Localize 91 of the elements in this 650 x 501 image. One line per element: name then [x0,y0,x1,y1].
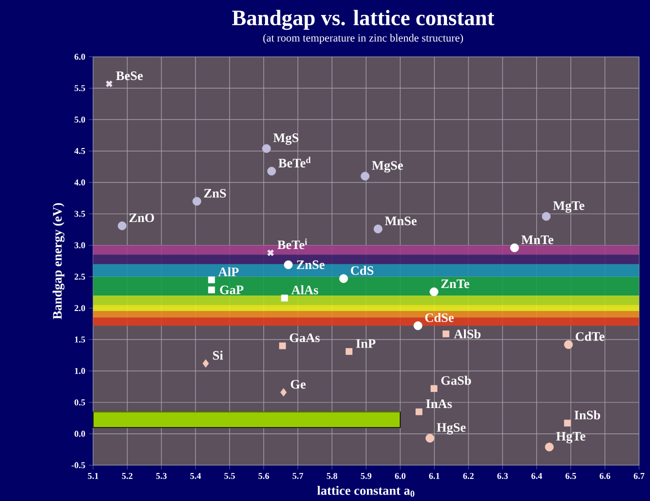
annotation: InAs [426,399,452,408]
point [442,330,450,338]
annotation: GaAs [290,333,320,342]
x-axis-title: lattice constant a$_{0}$ [317,486,414,497]
x-tick-label: 6.0 [394,472,406,479]
x-tick-label: 5.4 [190,472,201,479]
x-tick-label: 5.1 [88,472,98,479]
annotation: AlSb [454,329,481,338]
point [564,340,573,349]
x-tick-label: 5.2 [122,472,132,479]
point [416,408,422,416]
annotation: HgSe [436,423,466,434]
point [262,144,271,153]
point [542,212,551,221]
annotation: CdTe [576,332,604,341]
x-tick-label: 5.9 [360,472,372,479]
y-tick-label: 4.5 [74,148,86,154]
x-tick-label: 6.6 [600,472,610,479]
chart-title: Bandgap vs. lattice constant [232,10,494,30]
point [208,286,215,294]
annotation: GaSb [441,376,471,385]
x-tick-label: 5.8 [326,472,338,479]
point [510,243,519,252]
x-tick-label: 6.4 [531,472,542,479]
x-tick-label: 5.6 [258,472,270,479]
annotation: InP [356,339,376,348]
x-tick-label: 5.7 [292,472,304,479]
x-tick-label: 6.3 [497,472,508,479]
annotation: HgTe [556,432,586,444]
point [208,276,215,284]
x-tick-label: 5.5 [224,472,235,479]
point [118,221,127,230]
annotation: InSb [574,410,600,420]
annotation: BeTe$^{d}$ [278,156,311,168]
annotation: GaP [220,286,244,294]
annotation: MgTe [553,201,584,213]
point [564,420,571,426]
annotation: ZnS [204,188,226,198]
x-tick-label: 6.2 [463,472,474,479]
y-tick-label: 5.5 [74,85,86,92]
annotation: AlP [218,267,239,276]
annotation: ZnTe [441,279,470,288]
annotation: BeSe [116,71,143,80]
point [346,348,352,355]
point [426,434,434,443]
annotation: MnSe [384,216,417,226]
y-tick-label: 0.5 [74,399,86,406]
point [105,80,113,88]
annotation: Si [213,350,223,360]
chart-subtitle: (at room temperature in zinc blende structure) [263,34,463,44]
point [414,321,422,330]
y-tick-label: 4.0 [74,179,86,186]
annotation: BeTe$^{i}$ [277,238,308,250]
y-tick-label: 6.0 [74,54,86,60]
x-tick-label: 5.3 [156,472,167,479]
x-tick-label: 6.5 [566,472,576,479]
point [279,342,286,350]
point [267,166,276,176]
y-tick-label: 2.0 [74,305,86,312]
annotation: ZnSe [296,260,325,270]
point [280,388,287,396]
x-tick-label: 6.1 [429,472,440,479]
point [202,359,209,368]
point [430,385,438,392]
point [192,196,202,206]
point [430,287,438,296]
annotation: Ge [290,380,306,389]
point [284,260,293,270]
y-tick-label: 2.5 [74,274,86,280]
y-tick-label: 3.0 [74,242,86,248]
annotation: MnTe [521,236,554,244]
annotation: CdSe [425,312,454,322]
annotation: MgSe [372,161,403,172]
point [544,442,554,452]
annotation: AlAs [291,285,318,294]
annotation: CdS [350,266,374,275]
y-tick-label: 1.0 [74,368,86,374]
annotation: ZnO [129,213,154,222]
y-tick-label: 0.0 [74,430,86,437]
annotation: MgS [273,133,298,145]
point [266,249,274,256]
point [360,172,370,180]
y-tick-label: 1.5 [74,336,86,343]
y-tick-label: 5.0 [74,116,86,123]
point [339,274,348,283]
y-axis-title: Bandgap energy (eV) [52,203,64,320]
point [281,294,288,302]
y-tick-label: -0.5 [72,462,86,468]
y-tick-label: 3.5 [74,210,86,217]
x-tick-label: 6.7 [634,472,644,479]
point [374,224,382,234]
